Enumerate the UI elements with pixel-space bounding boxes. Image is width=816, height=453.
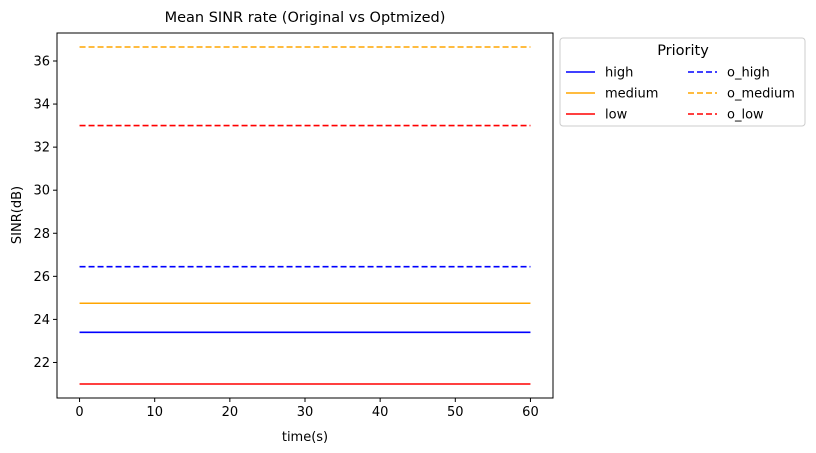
y-tick-label: 26 — [33, 270, 50, 285]
legend-label-high: high — [605, 66, 633, 81]
legend-label-o-high: o_high — [727, 66, 770, 81]
legend-label-o-low: o_low — [727, 108, 764, 123]
x-tick-label: 40 — [372, 405, 389, 420]
y-axis-ticks: 22 24 26 28 30 32 34 36 — [33, 54, 57, 371]
x-axis-ticks: 0 10 20 30 40 50 60 — [75, 398, 539, 420]
x-tick-label: 50 — [447, 405, 464, 420]
y-tick-label: 24 — [33, 313, 50, 328]
legend: Priority high medium low o_high o_medium o_lo… — [559, 37, 806, 127]
legend-box — [559, 37, 806, 127]
x-axis-label: time(s) — [282, 430, 328, 445]
legend-label-low: low — [605, 108, 628, 123]
y-tick-label: 28 — [33, 227, 50, 242]
chart-title: Mean SINR rate (Original vs Optmized) — [165, 10, 446, 26]
x-tick-label: 20 — [222, 405, 239, 420]
y-tick-label: 36 — [33, 54, 50, 69]
x-tick-label: 60 — [522, 405, 539, 420]
y-tick-label: 30 — [33, 184, 50, 199]
legend-title: Priority — [657, 43, 709, 59]
legend-label-o-medium: o_medium — [727, 87, 795, 102]
x-tick-label: 0 — [75, 405, 83, 420]
x-tick-label: 30 — [297, 405, 314, 420]
y-tick-label: 22 — [33, 356, 50, 371]
y-tick-label: 32 — [33, 141, 50, 156]
legend-entries: high medium low o_high o_medium o_low — [566, 66, 795, 123]
plot-frame — [56, 32, 554, 399]
legend-label-medium: medium — [605, 87, 658, 102]
x-tick-label: 10 — [146, 405, 163, 420]
series-layer — [79, 46, 531, 385]
y-axis-label: SINR(dB) — [10, 186, 25, 244]
y-tick-label: 34 — [33, 98, 50, 113]
